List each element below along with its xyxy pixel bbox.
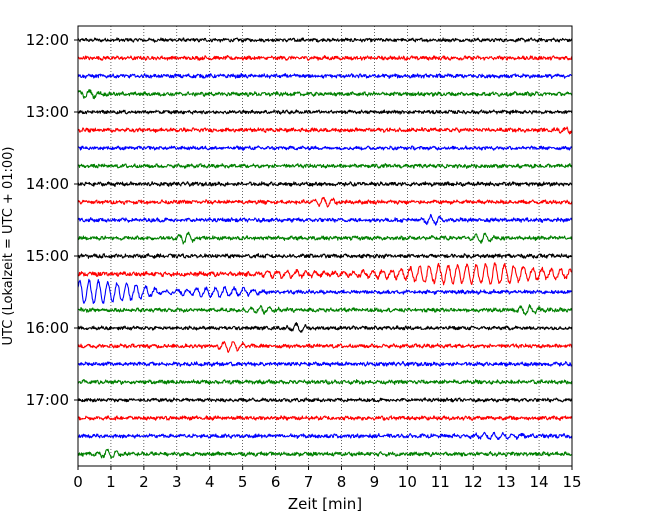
grid-lines [110,26,540,466]
y-tick-label: 13:00 [26,103,69,121]
trace-1700-line [77,397,573,403]
trace-1415-line [77,196,573,208]
x-axis-ticks: 0 1 2 3 4 5 6 7 8 9 10 11 12 13 14 15 [73,466,582,491]
x-tick-label: 7 [304,473,314,491]
x-tick-label: 6 [271,473,281,491]
trace-1530-line [77,278,573,304]
trace-1545-line [77,304,573,316]
x-tick-label: 0 [73,473,83,491]
trace-1430-line [77,213,573,226]
x-tick-label: 14 [530,473,549,491]
x-tick-label: 3 [172,473,182,491]
y-tick-label: 16:00 [26,319,69,337]
trace-1645-line [77,379,573,385]
y-tick-label: 17:00 [26,391,69,409]
trace-1630-line [77,361,573,367]
x-axis-title: Zeit [min] [288,495,362,513]
trace-1215-line [77,55,573,61]
x-tick-label: 8 [337,473,347,491]
x-tick-label: 11 [431,473,450,491]
y-axis-ticks: 12:00 13:00 14:00 15:00 16:00 17:00 [26,31,78,409]
plot-frame [77,25,573,467]
trace-1515-line [77,262,573,286]
trace-1315-line [77,126,573,135]
x-tick-label: 5 [238,473,248,491]
trace-1730-line [77,431,573,440]
trace-1245-line [77,89,573,100]
x-tick-label: 4 [205,473,215,491]
x-tick-label: 9 [370,473,380,491]
trace-1300-line [77,109,573,115]
trace-1445-line [77,231,573,245]
trace-1400-line [77,181,573,187]
trace-1230-line [77,73,573,79]
x-tick-label: 1 [106,473,116,491]
y-tick-label: 14:00 [26,175,69,193]
trace-1715-line [77,415,573,421]
trace-1745-line [77,448,573,459]
y-axis-title: UTC (Lokalzeit = UTC + 01:00) [1,147,16,346]
y-tick-label: 15:00 [26,247,69,265]
trace-1200-line [77,37,573,43]
x-tick-label: 15 [562,473,581,491]
y-tick-label: 12:00 [26,31,69,49]
trace-1345-line [77,163,573,169]
trace-1330-line [77,145,573,151]
trace-1500-line [77,253,573,259]
x-tick-label: 10 [398,473,417,491]
trace-1615-line [77,340,573,353]
seismogram-traces [77,37,573,459]
x-tick-label: 2 [139,473,149,491]
x-tick-label: 13 [497,473,516,491]
x-tick-label: 12 [464,473,483,491]
trace-1600-line [77,321,573,333]
